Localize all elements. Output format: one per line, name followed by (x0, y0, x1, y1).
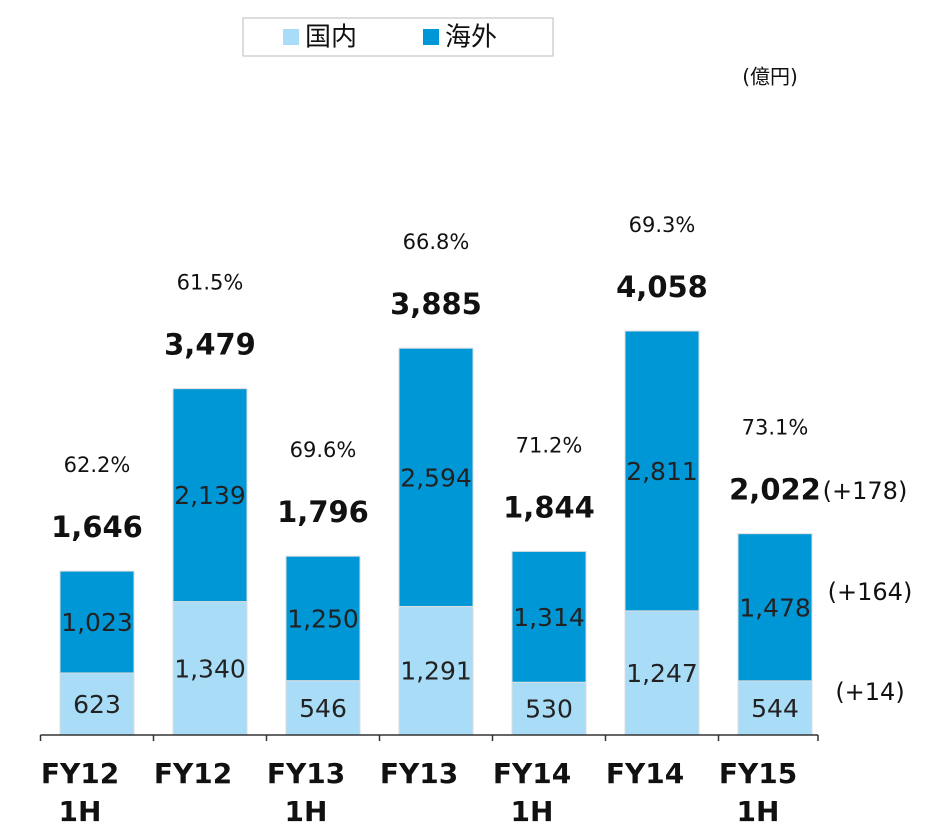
segment-label: 623 (73, 690, 121, 719)
share-label: 71.2% (516, 433, 583, 457)
segment-label: 530 (525, 695, 573, 724)
bar-segment (398, 347, 474, 607)
share-label: 73.1% (742, 416, 809, 440)
bar-segment (624, 330, 700, 612)
bar-segment (59, 570, 135, 674)
share-label: 69.3% (629, 213, 696, 237)
segment-label: 1,250 (287, 604, 359, 633)
total-label: 1,844 (503, 490, 595, 524)
x-tick-label: FY15 1H (719, 757, 797, 828)
x-tick-label-line: FY13 (380, 757, 458, 790)
segment-label: 2,811 (626, 457, 698, 486)
bar-segment (624, 610, 700, 736)
x-tick-label-line: FY15 (719, 757, 797, 790)
x-tick-label-line: FY13 (267, 757, 345, 790)
legend-label: 海外 (445, 23, 497, 53)
total-label: 3,885 (390, 287, 482, 321)
bar-segment (398, 605, 474, 736)
total-label: 3,479 (164, 328, 256, 362)
segment-label: 2,594 (400, 463, 472, 492)
bar-segment (511, 550, 587, 683)
share-label: 66.8% (403, 230, 470, 254)
legend-swatch (423, 29, 439, 45)
total-label: 2,022 (729, 473, 821, 507)
segment-label: 2,139 (174, 481, 246, 510)
x-tick-label-line: 1H (737, 795, 780, 828)
bar-segment (737, 533, 813, 682)
x-tick-label-line: FY12 (154, 757, 232, 790)
x-tick-label: FY12 (154, 757, 232, 790)
bar-segment (172, 601, 248, 736)
total-label: 4,058 (616, 270, 708, 304)
annotation: (+14) (835, 678, 904, 706)
x-tick-label-line: 1H (511, 795, 554, 828)
share-label: 61.5% (177, 271, 244, 295)
x-tick-label-line: FY14 (493, 757, 571, 790)
bar-segment (511, 681, 587, 736)
segment-label: 546 (299, 694, 347, 723)
annotation: (+164) (828, 578, 913, 606)
bar-segment (59, 672, 135, 736)
x-tick-label-line: 1H (285, 795, 328, 828)
segment-label: 1,478 (739, 593, 811, 622)
segment-label: 1,314 (513, 603, 585, 632)
total-label: 1,796 (277, 495, 369, 529)
bar-segment (285, 680, 361, 736)
segment-label: 1,023 (61, 608, 133, 637)
segment-label: 1,291 (400, 657, 472, 686)
segment-label: 544 (751, 694, 799, 723)
x-tick-label: FY14 1H (493, 757, 571, 828)
bar-segment (172, 388, 248, 603)
x-tick-label: FY12 1H (41, 757, 119, 828)
legend-swatch (283, 29, 299, 45)
x-tick-label-line: FY14 (606, 757, 684, 790)
x-tick-label: FY13 (380, 757, 458, 790)
annotation: (+178) (823, 477, 908, 505)
x-tick-label: FY14 (606, 757, 684, 790)
x-tick-label-line: FY12 (41, 757, 119, 790)
share-label: 62.2% (64, 453, 131, 477)
unit-label: (億円) (742, 65, 798, 89)
x-tick-label: FY13 1H (267, 757, 345, 828)
legend-label: 国内 (305, 23, 357, 53)
x-tick-label-line: 1H (59, 795, 102, 828)
segment-label: 1,247 (626, 659, 698, 688)
bar-segment (285, 555, 361, 682)
share-label: 69.6% (290, 438, 357, 462)
total-label: 1,646 (51, 510, 143, 544)
segment-label: 1,340 (174, 654, 246, 683)
